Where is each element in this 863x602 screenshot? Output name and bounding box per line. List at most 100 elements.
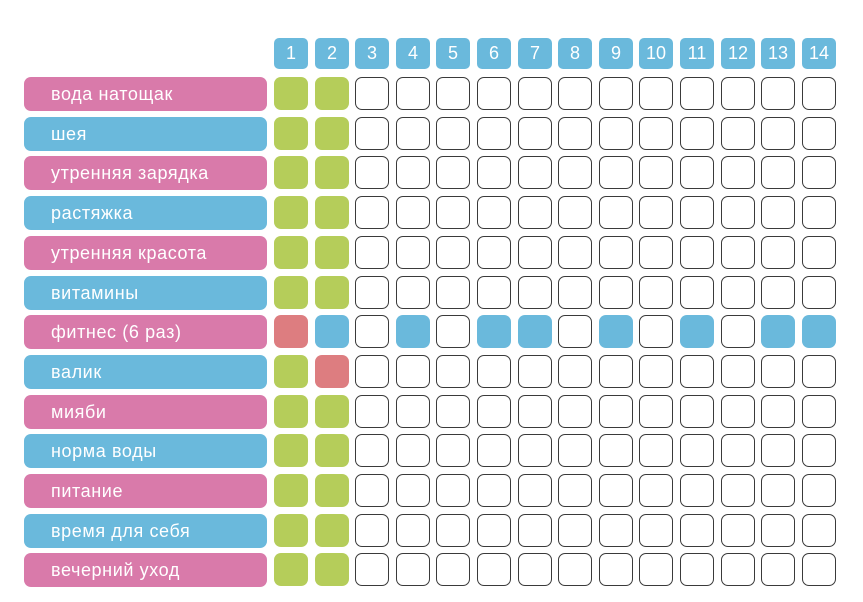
habit-checkbox-day-8[interactable]: [558, 236, 592, 269]
habit-checkbox-day-1[interactable]: [274, 355, 308, 388]
habit-checkbox-day-4[interactable]: [396, 196, 430, 229]
habit-checkbox-day-11[interactable]: [680, 77, 714, 110]
habit-checkbox-day-13[interactable]: [761, 117, 795, 150]
habit-checkbox-day-2[interactable]: [315, 553, 349, 586]
habit-checkbox-day-3[interactable]: [355, 474, 389, 507]
habit-checkbox-day-11[interactable]: [680, 315, 714, 348]
habit-checkbox-day-9[interactable]: [599, 196, 633, 229]
habit-checkbox-day-4[interactable]: [396, 77, 430, 110]
habit-checkbox-day-2[interactable]: [315, 434, 349, 467]
habit-checkbox-day-5[interactable]: [436, 315, 470, 348]
habit-checkbox-day-14[interactable]: [802, 156, 836, 189]
habit-checkbox-day-1[interactable]: [274, 117, 308, 150]
habit-checkbox-day-5[interactable]: [436, 117, 470, 150]
habit-checkbox-day-3[interactable]: [355, 117, 389, 150]
habit-checkbox-day-10[interactable]: [639, 315, 673, 348]
habit-checkbox-day-3[interactable]: [355, 77, 389, 110]
habit-checkbox-day-11[interactable]: [680, 156, 714, 189]
habit-checkbox-day-12[interactable]: [721, 156, 755, 189]
habit-checkbox-day-13[interactable]: [761, 434, 795, 467]
habit-checkbox-day-4[interactable]: [396, 117, 430, 150]
habit-checkbox-day-13[interactable]: [761, 276, 795, 309]
habit-checkbox-day-2[interactable]: [315, 196, 349, 229]
habit-checkbox-day-9[interactable]: [599, 474, 633, 507]
habit-checkbox-day-8[interactable]: [558, 156, 592, 189]
habit-checkbox-day-3[interactable]: [355, 434, 389, 467]
habit-checkbox-day-5[interactable]: [436, 355, 470, 388]
habit-checkbox-day-14[interactable]: [802, 276, 836, 309]
habit-checkbox-day-1[interactable]: [274, 395, 308, 428]
habit-checkbox-day-10[interactable]: [639, 434, 673, 467]
habit-checkbox-day-10[interactable]: [639, 355, 673, 388]
habit-checkbox-day-7[interactable]: [518, 276, 552, 309]
habit-checkbox-day-3[interactable]: [355, 395, 389, 428]
habit-checkbox-day-13[interactable]: [761, 77, 795, 110]
habit-checkbox-day-14[interactable]: [802, 434, 836, 467]
habit-checkbox-day-12[interactable]: [721, 236, 755, 269]
habit-checkbox-day-6[interactable]: [477, 117, 511, 150]
habit-checkbox-day-13[interactable]: [761, 474, 795, 507]
habit-checkbox-day-9[interactable]: [599, 156, 633, 189]
habit-checkbox-day-1[interactable]: [274, 315, 308, 348]
habit-checkbox-day-11[interactable]: [680, 474, 714, 507]
habit-checkbox-day-6[interactable]: [477, 156, 511, 189]
habit-checkbox-day-7[interactable]: [518, 514, 552, 547]
habit-checkbox-day-12[interactable]: [721, 434, 755, 467]
habit-checkbox-day-6[interactable]: [477, 315, 511, 348]
habit-checkbox-day-11[interactable]: [680, 395, 714, 428]
habit-checkbox-day-12[interactable]: [721, 276, 755, 309]
habit-checkbox-day-9[interactable]: [599, 514, 633, 547]
habit-checkbox-day-8[interactable]: [558, 315, 592, 348]
habit-checkbox-day-14[interactable]: [802, 553, 836, 586]
habit-checkbox-day-12[interactable]: [721, 77, 755, 110]
habit-checkbox-day-5[interactable]: [436, 434, 470, 467]
habit-checkbox-day-2[interactable]: [315, 514, 349, 547]
habit-checkbox-day-14[interactable]: [802, 77, 836, 110]
habit-checkbox-day-4[interactable]: [396, 276, 430, 309]
habit-checkbox-day-3[interactable]: [355, 236, 389, 269]
habit-checkbox-day-5[interactable]: [436, 514, 470, 547]
habit-checkbox-day-3[interactable]: [355, 553, 389, 586]
habit-checkbox-day-2[interactable]: [315, 474, 349, 507]
habit-checkbox-day-5[interactable]: [436, 553, 470, 586]
habit-checkbox-day-2[interactable]: [315, 117, 349, 150]
habit-checkbox-day-2[interactable]: [315, 315, 349, 348]
habit-checkbox-day-7[interactable]: [518, 236, 552, 269]
habit-checkbox-day-11[interactable]: [680, 236, 714, 269]
habit-checkbox-day-10[interactable]: [639, 395, 673, 428]
habit-checkbox-day-7[interactable]: [518, 156, 552, 189]
habit-checkbox-day-9[interactable]: [599, 395, 633, 428]
habit-checkbox-day-13[interactable]: [761, 395, 795, 428]
habit-checkbox-day-9[interactable]: [599, 77, 633, 110]
habit-checkbox-day-12[interactable]: [721, 395, 755, 428]
habit-checkbox-day-14[interactable]: [802, 196, 836, 229]
habit-checkbox-day-4[interactable]: [396, 315, 430, 348]
habit-checkbox-day-7[interactable]: [518, 474, 552, 507]
habit-checkbox-day-6[interactable]: [477, 355, 511, 388]
habit-checkbox-day-12[interactable]: [721, 117, 755, 150]
habit-checkbox-day-12[interactable]: [721, 315, 755, 348]
habit-checkbox-day-10[interactable]: [639, 276, 673, 309]
habit-checkbox-day-8[interactable]: [558, 395, 592, 428]
habit-checkbox-day-7[interactable]: [518, 395, 552, 428]
habit-checkbox-day-12[interactable]: [721, 553, 755, 586]
habit-checkbox-day-5[interactable]: [436, 77, 470, 110]
habit-checkbox-day-9[interactable]: [599, 315, 633, 348]
habit-checkbox-day-11[interactable]: [680, 434, 714, 467]
habit-checkbox-day-7[interactable]: [518, 355, 552, 388]
habit-checkbox-day-14[interactable]: [802, 474, 836, 507]
habit-checkbox-day-11[interactable]: [680, 196, 714, 229]
habit-checkbox-day-12[interactable]: [721, 355, 755, 388]
habit-checkbox-day-5[interactable]: [436, 276, 470, 309]
habit-checkbox-day-13[interactable]: [761, 156, 795, 189]
habit-checkbox-day-8[interactable]: [558, 553, 592, 586]
habit-checkbox-day-10[interactable]: [639, 474, 673, 507]
habit-checkbox-day-5[interactable]: [436, 474, 470, 507]
habit-checkbox-day-5[interactable]: [436, 156, 470, 189]
habit-checkbox-day-14[interactable]: [802, 355, 836, 388]
habit-checkbox-day-12[interactable]: [721, 196, 755, 229]
habit-checkbox-day-10[interactable]: [639, 553, 673, 586]
habit-checkbox-day-10[interactable]: [639, 196, 673, 229]
habit-checkbox-day-3[interactable]: [355, 315, 389, 348]
habit-checkbox-day-12[interactable]: [721, 514, 755, 547]
